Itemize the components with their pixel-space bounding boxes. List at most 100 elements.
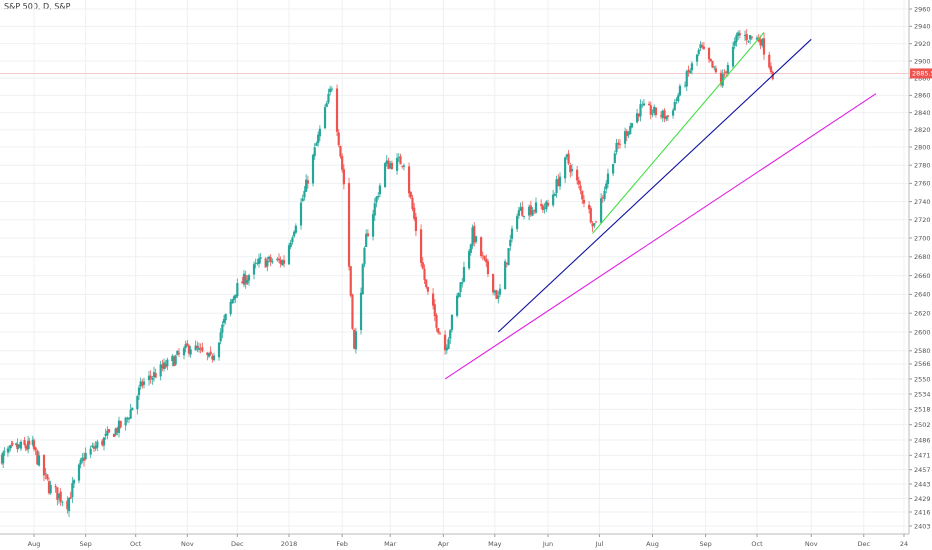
candle-body	[483, 255, 486, 260]
candle-body	[757, 37, 760, 42]
candle-body	[49, 485, 52, 494]
candle-body	[257, 258, 261, 265]
candle-body	[206, 352, 209, 355]
candle-body	[31, 439, 34, 446]
candle	[365, 229, 368, 248]
candle	[201, 342, 204, 353]
candle-body	[271, 261, 274, 263]
candle-body	[116, 427, 119, 433]
candle-body	[641, 104, 644, 106]
candle	[402, 163, 406, 171]
candle-body	[378, 185, 382, 195]
candle	[318, 125, 321, 142]
candle-body	[59, 491, 62, 502]
candle-body	[107, 429, 111, 433]
candle-body	[276, 258, 279, 261]
candle-body	[114, 428, 117, 436]
y-tick-label: 2416	[914, 508, 931, 516]
candle-body	[611, 163, 615, 174]
candle-body	[184, 344, 187, 348]
candle	[445, 344, 448, 355]
x-tick-label: Apr	[438, 540, 450, 548]
candle	[603, 186, 606, 202]
candle	[565, 153, 568, 160]
y-tick-label: 2471	[914, 452, 931, 460]
candle	[649, 101, 652, 120]
x-tick-label: May	[488, 540, 502, 548]
candle	[305, 174, 308, 192]
candle-body	[61, 501, 64, 503]
candle	[721, 69, 724, 89]
candle-body	[497, 295, 500, 299]
candle-body	[16, 444, 19, 450]
candle-body	[241, 281, 244, 284]
candle-body	[725, 71, 728, 73]
candle	[557, 174, 560, 187]
candle-body	[217, 342, 221, 358]
candle-body	[761, 39, 764, 46]
candle-body	[749, 34, 752, 40]
y-tick-label: 2860	[914, 92, 931, 100]
candle-body	[385, 160, 388, 164]
candle-body	[247, 275, 251, 281]
candle-body	[699, 44, 702, 48]
candle-body	[337, 132, 340, 146]
chart-title: S&P 500, D, S&P	[4, 2, 71, 11]
candle	[516, 213, 519, 232]
candle-body	[10, 444, 13, 446]
candle-body	[579, 185, 582, 191]
candle	[199, 343, 202, 354]
candle	[371, 210, 375, 241]
candle-body	[509, 239, 512, 247]
candle-body	[317, 134, 320, 144]
candle	[437, 327, 440, 335]
candle	[425, 279, 428, 289]
candle	[457, 292, 460, 299]
candle	[281, 259, 284, 266]
candle	[635, 108, 639, 124]
y-tick-label: 2640	[914, 291, 931, 299]
x-tick-label: Dec	[231, 540, 244, 548]
candle-body	[747, 40, 750, 42]
candle-body	[77, 464, 81, 481]
candle-body	[557, 178, 560, 186]
candle	[492, 273, 495, 296]
y-tick-label: 2443	[914, 480, 931, 488]
candle	[172, 355, 176, 367]
candle	[325, 100, 328, 108]
candle-body	[311, 154, 315, 184]
candle	[733, 37, 736, 49]
candle-body	[166, 359, 169, 367]
candle-body	[186, 343, 189, 347]
candle-layer	[0, 29, 774, 518]
candle-body	[256, 262, 259, 264]
candle	[495, 289, 498, 299]
candle	[625, 128, 628, 141]
candle-body	[567, 153, 570, 164]
candle	[567, 150, 570, 166]
candle	[582, 195, 586, 208]
candle-body	[24, 445, 27, 449]
y-tick-label: 2840	[914, 109, 931, 117]
candle	[497, 290, 500, 304]
candle-body	[164, 363, 167, 368]
candle	[407, 162, 411, 198]
candle-body	[363, 247, 366, 265]
candle	[366, 229, 370, 237]
candle	[259, 252, 262, 264]
candle	[107, 428, 111, 434]
candle-body	[449, 330, 452, 339]
candle	[768, 51, 771, 70]
candle	[282, 255, 286, 268]
candle-body	[661, 110, 664, 118]
candle-body	[84, 453, 87, 460]
candle	[426, 286, 430, 295]
candle-body	[327, 93, 330, 103]
candle-body	[28, 440, 31, 445]
candle	[137, 385, 141, 401]
candle-body	[469, 244, 472, 253]
candle	[177, 348, 181, 358]
candle-body	[171, 355, 174, 362]
